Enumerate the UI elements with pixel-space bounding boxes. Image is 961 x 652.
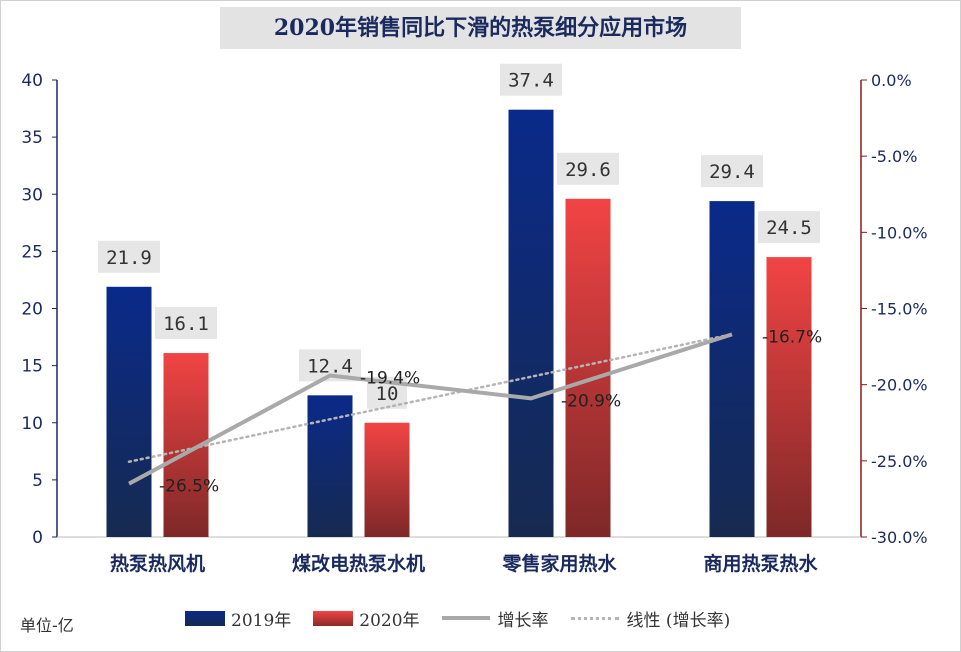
chart-title: 2020年销售同比下滑的热泵细分应用市场 — [273, 15, 688, 41]
series-2020-data-label: 29.6 — [565, 159, 611, 181]
left-tick-label: 25 — [21, 242, 43, 262]
series-2019-data-label-bg — [98, 240, 160, 273]
series-2020-data-label: 10 — [376, 383, 399, 405]
right-tick-label: -10.0% — [871, 223, 928, 242]
category-label: 煤改电热泵水机 — [292, 552, 425, 575]
series-2020-data-label: 16.1 — [163, 313, 209, 335]
left-tick-label: 20 — [21, 300, 43, 320]
legend-swatch-trend — [570, 616, 619, 620]
series-2019-data-label: 29.4 — [709, 161, 755, 183]
left-tick-label: 15 — [21, 357, 43, 377]
series-2019-data-label-bg — [500, 63, 562, 96]
trendline — [127, 332, 734, 463]
right-tick-label: -15.0% — [871, 300, 928, 319]
growth-rate-label: -19.4% — [360, 369, 420, 389]
left-tick-label: 40 — [21, 71, 43, 91]
series-2019-data-label: 37.4 — [508, 70, 554, 92]
right-tick-label: -25.0% — [871, 452, 928, 471]
series-2019-data-label: 12.4 — [307, 355, 353, 377]
growth-rate-label: -20.9% — [561, 391, 621, 411]
right-tick-label: -5.0% — [871, 147, 917, 166]
title-background — [220, 7, 741, 49]
left-tick-label: 30 — [21, 185, 43, 205]
left-tick-label: 10 — [21, 414, 43, 434]
legend: 2019年 2020年 增长率 线性 (增长率) — [185, 605, 752, 631]
legend-swatch-growth — [441, 616, 490, 620]
legend-item-trend: 线性 (增长率) — [570, 606, 731, 631]
category-label: 热泵热风机 — [110, 552, 205, 575]
legend-label-2019: 2019年 — [231, 610, 292, 631]
category-label: 商用热泵热水 — [703, 552, 818, 575]
series-2020-data-label-bg — [758, 211, 820, 244]
series-2020-bar — [766, 257, 812, 537]
series-2020-data-label: 24.5 — [766, 217, 812, 239]
right-tick-label: 0.0% — [871, 71, 912, 90]
series-2019-bar — [709, 201, 755, 538]
series-2020-data-label-bg — [155, 307, 217, 340]
series-2020-bar — [364, 422, 410, 537]
right-tick-label: -30.0% — [871, 528, 928, 547]
category-label: 零售家用热水 — [501, 552, 617, 575]
legend-item-2019: 2019年 — [185, 606, 291, 631]
legend-label-trend: 线性 (增长率) — [626, 610, 731, 631]
right-tick-label: -20.0% — [871, 376, 928, 395]
series-2019-bar — [508, 109, 554, 537]
series-2019-bar — [106, 286, 152, 537]
growth-rate-label: -26.5% — [159, 477, 219, 497]
left-tick-label: 0 — [32, 528, 43, 548]
series-2019-data-label-bg — [701, 155, 763, 188]
unit-label: 单位-亿 — [20, 616, 74, 635]
growth-rate-label: -16.7% — [762, 327, 822, 347]
series-2019-data-label: 21.9 — [106, 247, 152, 269]
series-2020-bar — [565, 198, 611, 537]
legend-item-growth: 增长率 — [441, 606, 549, 631]
growth-rate-line — [128, 332, 733, 486]
legend-swatch-2019 — [185, 610, 225, 626]
legend-swatch-2020 — [313, 610, 354, 626]
series-2020-data-label-bg — [557, 152, 619, 185]
legend-label-growth: 增长率 — [497, 610, 549, 631]
left-tick-label: 35 — [21, 128, 43, 148]
legend-item-2020: 2020年 — [313, 606, 420, 631]
left-tick-label: 5 — [32, 471, 43, 491]
legend-label-2020: 2020年 — [359, 610, 420, 631]
